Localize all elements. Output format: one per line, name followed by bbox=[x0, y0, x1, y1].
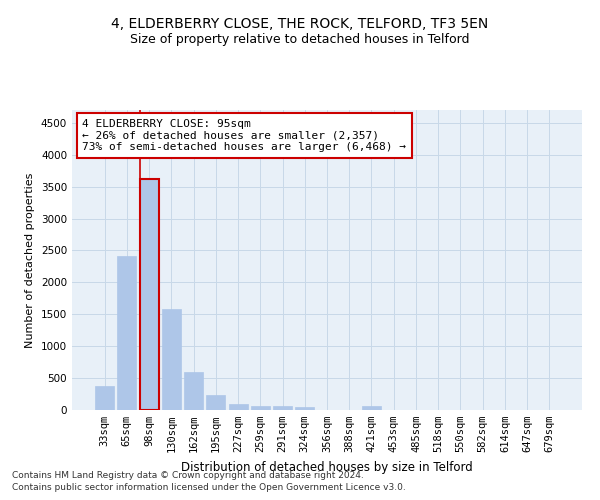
Text: Size of property relative to detached houses in Telford: Size of property relative to detached ho… bbox=[130, 32, 470, 46]
Text: Contains HM Land Registry data © Crown copyright and database right 2024.: Contains HM Land Registry data © Crown c… bbox=[12, 471, 364, 480]
Bar bbox=[273, 406, 292, 410]
Bar bbox=[295, 407, 314, 410]
Bar bbox=[251, 406, 270, 410]
Bar bbox=[206, 394, 225, 410]
Bar bbox=[362, 406, 381, 410]
X-axis label: Distribution of detached houses by size in Telford: Distribution of detached houses by size … bbox=[181, 460, 473, 473]
Bar bbox=[184, 372, 203, 410]
Bar bbox=[118, 256, 136, 410]
Bar bbox=[162, 309, 181, 410]
Text: 4, ELDERBERRY CLOSE, THE ROCK, TELFORD, TF3 5EN: 4, ELDERBERRY CLOSE, THE ROCK, TELFORD, … bbox=[112, 18, 488, 32]
Text: 4 ELDERBERRY CLOSE: 95sqm
← 26% of detached houses are smaller (2,357)
73% of se: 4 ELDERBERRY CLOSE: 95sqm ← 26% of detac… bbox=[82, 119, 406, 152]
Bar bbox=[229, 404, 248, 410]
Y-axis label: Number of detached properties: Number of detached properties bbox=[25, 172, 35, 348]
Bar bbox=[95, 386, 114, 410]
Bar bbox=[140, 179, 158, 410]
Text: Contains public sector information licensed under the Open Government Licence v3: Contains public sector information licen… bbox=[12, 484, 406, 492]
